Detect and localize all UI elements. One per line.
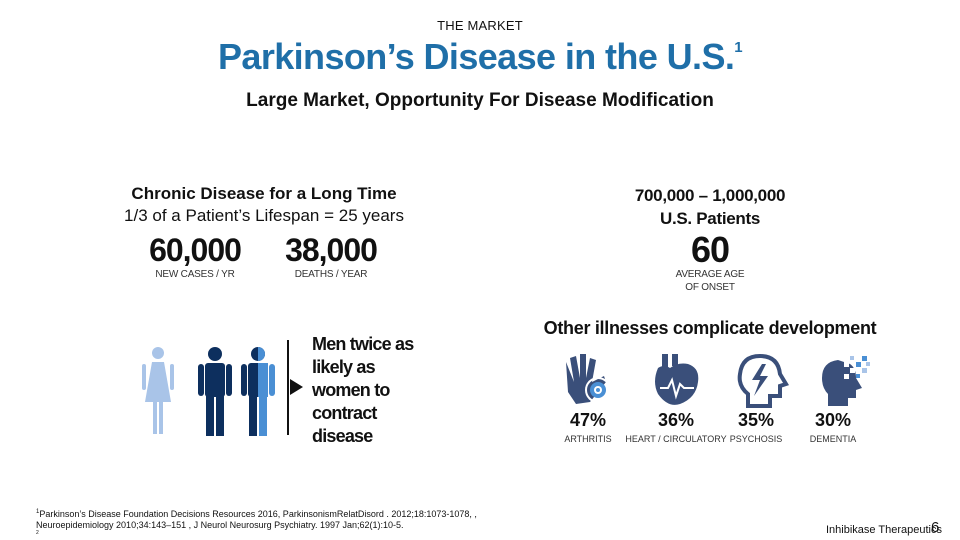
page-subtitle: Large Market, Opportunity For Disease Mo…	[246, 90, 714, 111]
arthritis-percent: 47%	[569, 410, 607, 430]
deaths-value: 38,000	[285, 232, 378, 268]
footnote-line-3: 2	[36, 530, 39, 536]
pointer-arrow-icon	[290, 379, 303, 395]
lifespan-subheading: 1/3 of a Patient’s Lifespan = 25 years	[124, 206, 404, 225]
patients-heading: 700,000 – 1,000,000 U.S. Patients	[560, 184, 860, 230]
man-icon	[198, 347, 232, 436]
deaths-stat: 38,000 DEATHS / YEAR	[266, 232, 396, 281]
patients-label: U.S. Patients	[659, 209, 761, 228]
heart-percent: 36%	[657, 410, 695, 430]
footnote: 1Parkinson’s Disease Foundation Decision…	[36, 507, 556, 536]
chronic-heading: Chronic Disease for a Long Time	[131, 184, 397, 203]
psychosis-percent: 35%	[737, 410, 775, 430]
deaths-label: DEATHS / YEAR	[294, 269, 368, 280]
head-pixel-icon	[822, 356, 870, 406]
page-title: Parkinson’s Disease in the U.S.1	[0, 36, 960, 78]
hand-icon	[566, 354, 611, 404]
gender-statement: Men twice as likely as women to contract…	[312, 334, 414, 446]
dementia-label: DEMENTIA	[809, 434, 857, 444]
new-cases-label: NEW CASES / YR	[155, 269, 235, 280]
onset-age-stat: 60 AVERAGE AGE OF ONSET	[650, 232, 770, 294]
man-highlighted-icon	[241, 347, 275, 436]
footnote-line-1: Parkinson’s Disease Foundation Decisions…	[39, 509, 477, 519]
woman-icon	[142, 347, 174, 434]
vertical-divider	[287, 340, 289, 435]
heart-label: HEART / CIRCULATORY	[625, 434, 727, 444]
gender-figures	[142, 347, 275, 436]
onset-age-label-2: OF ONSET	[685, 282, 735, 293]
new-cases-stat: 60,000 NEW CASES / YR	[130, 232, 260, 281]
illnesses-heading: Other illnesses complicate development	[543, 318, 877, 338]
new-cases-value: 60,000	[149, 232, 242, 268]
title-footnote-mark: 1	[734, 39, 743, 56]
footnote-mark: 1	[36, 509, 40, 515]
heart-icon	[655, 354, 699, 405]
company-brand: Inhibikase Therapeutics	[826, 524, 942, 536]
psychosis-label: PSYCHOSIS	[729, 434, 783, 444]
onset-age-value: 60	[690, 229, 730, 270]
onset-age-label-1: AVERAGE AGE	[675, 269, 745, 280]
patients-range: 700,000 – 1,000,000	[634, 186, 786, 205]
footnote-line-2: Neuroepidemiology 2010;34:143–151 , J Ne…	[36, 520, 404, 530]
dementia-percent: 30%	[814, 410, 852, 430]
section-label: THE MARKET	[437, 18, 523, 33]
title-text: Parkinson’s Disease in the U.S.	[217, 36, 735, 77]
page-number: 6	[931, 519, 940, 536]
head-lightning-icon	[737, 353, 789, 408]
arthritis-label: ARTHRITIS	[564, 434, 612, 444]
